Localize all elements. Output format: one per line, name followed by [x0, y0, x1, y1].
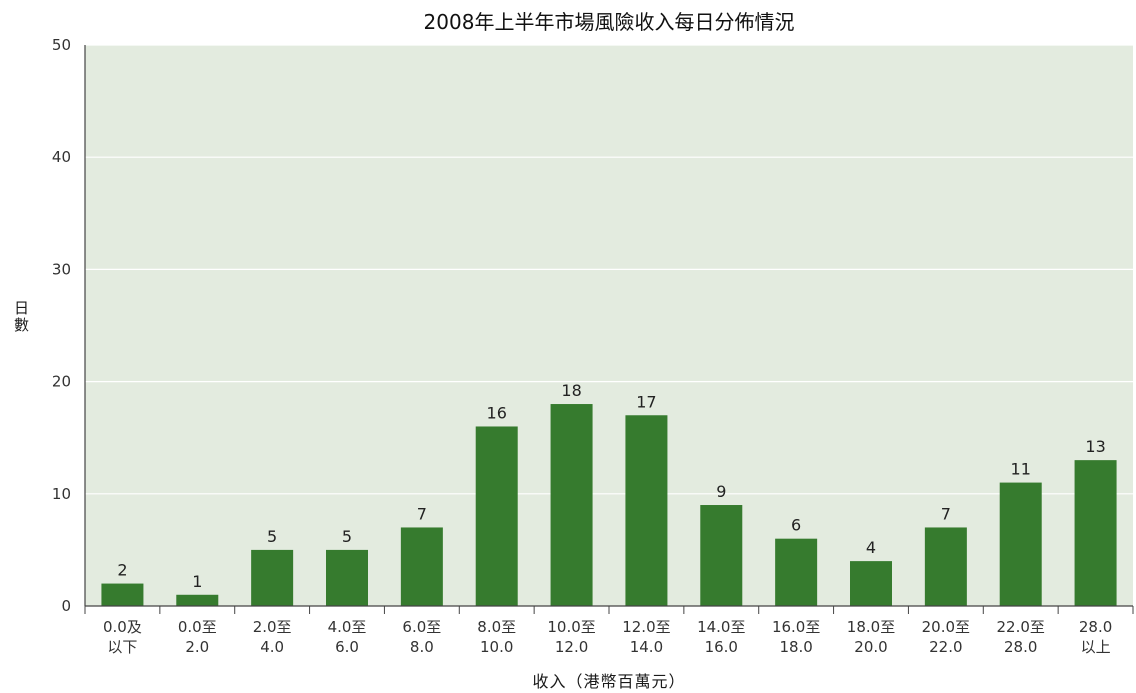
- bar: [101, 583, 144, 606]
- data-label: 5: [267, 527, 277, 546]
- data-label: 7: [417, 504, 427, 523]
- bar: [251, 549, 294, 606]
- data-label: 11: [1011, 460, 1031, 479]
- x-tick-label: 4.0至 6.0: [328, 618, 367, 656]
- bar: [400, 527, 443, 606]
- data-label: 13: [1085, 437, 1105, 456]
- x-tick-label: 28.0 以上: [1079, 618, 1112, 656]
- y-tick-label: 20: [52, 373, 71, 391]
- x-tick-label: 14.0至 16.0: [697, 618, 745, 656]
- data-label: 9: [716, 482, 726, 501]
- x-tick-label: 0.0至 2.0: [178, 618, 217, 656]
- x-axis-label: 收入（港幣百萬元）: [532, 672, 686, 691]
- data-label: 5: [342, 527, 352, 546]
- data-label: 17: [636, 392, 656, 411]
- y-axis-label: 日數: [12, 300, 30, 334]
- x-tick-label: 6.0至 8.0: [402, 618, 441, 656]
- data-label: 7: [941, 504, 951, 523]
- data-label: 2: [117, 561, 127, 580]
- x-tick-label: 22.0至 28.0: [997, 618, 1045, 656]
- x-tick-label: 12.0至 14.0: [622, 618, 670, 656]
- data-label: 4: [866, 538, 876, 557]
- x-tick-label: 0.0及以下: [103, 618, 142, 656]
- bar: [1074, 460, 1117, 606]
- bar: [326, 549, 368, 606]
- x-tick-label: 18.0至 20.0: [847, 618, 895, 656]
- x-tick-label: 16.0至 18.0: [772, 618, 820, 656]
- bar: [700, 505, 743, 606]
- y-tick-label: 10: [52, 485, 71, 503]
- chart-title: 2008年上半年市場風險收入每日分佈情況: [423, 10, 795, 34]
- x-tick-label: 10.0至 12.0: [547, 618, 595, 656]
- data-label: 16: [487, 403, 507, 422]
- bar: [850, 561, 892, 606]
- bar: [176, 594, 219, 606]
- x-tick-label: 20.0至 22.0: [922, 618, 970, 656]
- bar: [924, 527, 967, 606]
- x-tick-label: 8.0至 10.0: [477, 618, 516, 656]
- x-tick-label: 2.0至 4.0: [253, 618, 292, 656]
- y-tick-label: 0: [61, 597, 71, 615]
- data-label: 6: [791, 516, 801, 535]
- data-label: 1: [192, 572, 202, 591]
- bar: [550, 404, 593, 606]
- y-tick-label: 50: [52, 36, 71, 54]
- bar: [999, 482, 1042, 606]
- bar: [475, 426, 518, 606]
- bar: [625, 415, 668, 606]
- y-tick-label: 40: [52, 148, 71, 166]
- data-label: 18: [561, 381, 581, 400]
- bar: [775, 538, 818, 606]
- y-tick-label: 30: [52, 260, 71, 278]
- plot-area: [85, 45, 1133, 606]
